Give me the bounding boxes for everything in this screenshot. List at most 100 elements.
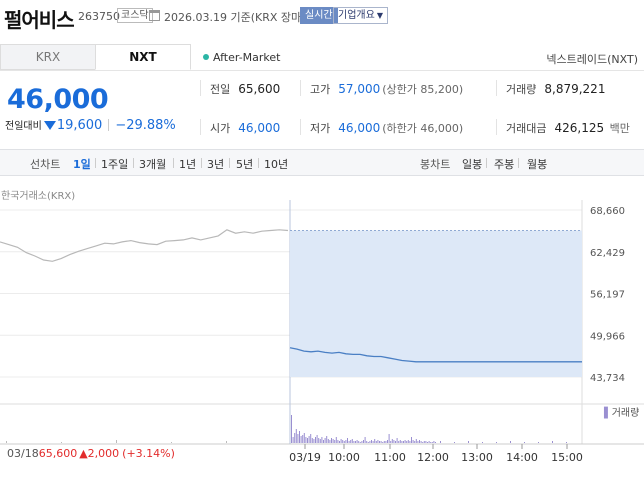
prev-day-summary: 03/1865,600 ▲2,000 (+3.14%) <box>7 447 175 460</box>
period-1w[interactable]: 1주일 <box>101 158 129 171</box>
line-chart-label: 선차트 <box>30 158 61 171</box>
volume-bar <box>351 439 353 443</box>
volume-bar <box>116 440 117 443</box>
candle-daily[interactable]: 일봉 <box>462 158 483 171</box>
y-tick-label: 43,734 <box>590 373 625 384</box>
x-tick-label: 11:00 <box>374 451 406 464</box>
stock-code: 263750 <box>78 10 120 23</box>
volume-bar <box>423 441 425 443</box>
volume-bar <box>337 440 339 443</box>
current-price: 46,000 <box>7 84 109 115</box>
volume-bar <box>343 441 345 443</box>
divider <box>229 158 230 168</box>
volume-bar <box>404 440 406 443</box>
down-arrow-icon <box>43 121 56 130</box>
after-market-status: After-Market <box>203 51 281 64</box>
volume-bar <box>417 441 419 443</box>
volume-bar <box>364 437 366 443</box>
volume-bar <box>295 429 297 443</box>
divider <box>133 158 134 168</box>
realtime-button[interactable]: 실시간 <box>300 7 338 24</box>
volume-bar <box>390 441 392 443</box>
volume-legend-label: 거래량 <box>612 407 640 419</box>
period-1d[interactable]: 1일 <box>73 158 91 171</box>
chevron-down-icon: ▼ <box>376 11 383 20</box>
exchange-source: 넥스트레이드(NXT) <box>546 53 638 66</box>
chart-source: 한국거래소(KRX) <box>1 191 76 202</box>
volume-bar <box>311 438 313 443</box>
prev-day-date: 03/18 <box>7 447 39 460</box>
volume-bar <box>385 441 387 443</box>
tab-krx[interactable]: KRX <box>0 44 96 70</box>
stat-open: 시가 46,000 <box>210 120 280 136</box>
price-change: 전일대비 19,600 −29.88% <box>5 117 176 133</box>
volume-bar <box>387 440 388 443</box>
volume-bar <box>316 435 318 443</box>
volume-bar <box>340 439 342 443</box>
stat-label: 거래량 <box>506 83 537 96</box>
volume-bar <box>324 438 326 443</box>
volume-bar <box>329 440 331 443</box>
stat-amount: 거래대금 426,125 백만 <box>506 120 630 136</box>
volume-bars <box>6 415 567 443</box>
divider <box>173 158 174 168</box>
volume-bar <box>358 441 360 443</box>
volume-bar <box>305 437 307 443</box>
volume-bar <box>363 440 364 443</box>
stat-label: 고가 <box>310 83 331 96</box>
period-3m[interactable]: 3개월 <box>139 158 167 171</box>
volume-bar <box>411 437 412 443</box>
divider <box>200 80 201 96</box>
volume-bar <box>342 440 344 443</box>
volume-bar <box>496 442 497 443</box>
divider <box>300 80 301 96</box>
volume-bar <box>409 441 411 443</box>
volume-bar <box>367 442 369 443</box>
x-tick-label: 15:00 <box>551 451 583 464</box>
period-1y[interactable]: 1년 <box>179 158 197 171</box>
volume-bar <box>399 440 401 443</box>
volume-bar <box>372 441 374 443</box>
candle-monthly[interactable]: 월봉 <box>527 158 548 171</box>
divider <box>95 158 96 168</box>
divider <box>496 80 497 96</box>
stat-label: 거래대금 <box>506 122 547 135</box>
volume-bar <box>308 436 310 443</box>
change-percent: −29.88% <box>115 118 176 133</box>
volume-bar <box>347 438 348 443</box>
volume-bar <box>348 441 350 443</box>
volume-bar <box>422 442 424 443</box>
volume-bar <box>482 442 483 443</box>
volume-bar <box>379 441 380 443</box>
divider <box>258 158 259 168</box>
volume-bar <box>303 433 305 443</box>
volume-bar <box>403 441 404 443</box>
volume-bar <box>552 441 553 443</box>
candle-weekly[interactable]: 주봉 <box>494 158 515 171</box>
volume-bar <box>291 415 292 443</box>
volume-bar <box>383 441 385 443</box>
volume-bar <box>297 434 299 443</box>
divider <box>201 158 202 168</box>
volume-bar <box>430 442 432 443</box>
volume-bar <box>315 437 316 443</box>
volume-bar <box>414 441 416 443</box>
volume-bar <box>353 441 355 443</box>
y-tick-label: 49,966 <box>590 331 625 342</box>
company-info-dropdown[interactable]: 기업개요 ▼ <box>333 7 388 24</box>
period-5y[interactable]: 5년 <box>236 158 254 171</box>
period-3y[interactable]: 3년 <box>207 158 225 171</box>
volume-bar <box>377 440 379 443</box>
volume-bar <box>171 442 172 443</box>
tab-nxt[interactable]: NXT <box>95 44 191 70</box>
volume-bar <box>319 439 321 443</box>
volume-bar <box>310 434 312 443</box>
volume-bar <box>395 441 396 443</box>
period-10y[interactable]: 10년 <box>264 158 289 171</box>
market-badge: 코스닥 <box>117 8 153 23</box>
today-range-area <box>290 230 582 377</box>
basis-date: 2026.03.19 기준(KRX 장마감) <box>164 11 316 24</box>
volume-bar <box>406 441 408 443</box>
y-tick-label: 56,197 <box>590 290 625 301</box>
